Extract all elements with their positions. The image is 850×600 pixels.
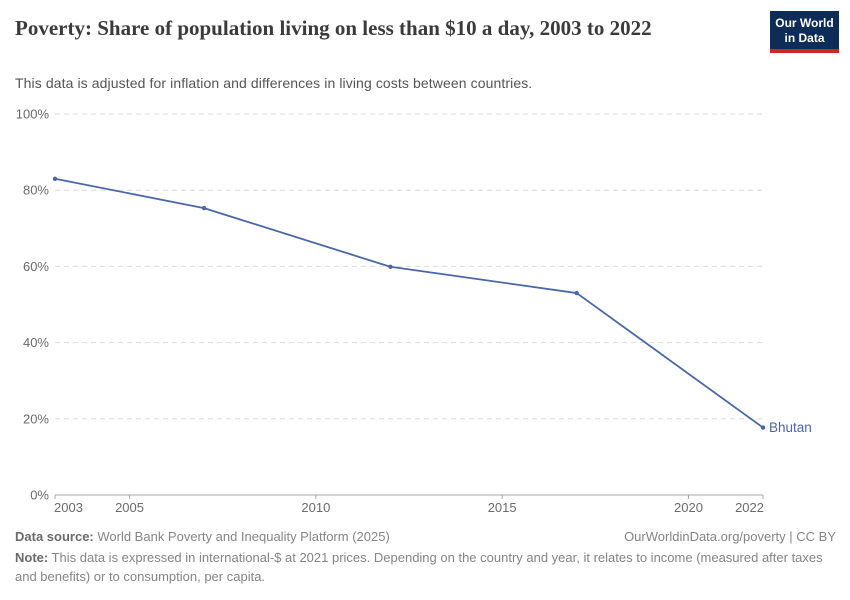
data-point-bhutan-2003[interactable] bbox=[52, 176, 58, 181]
data-source-label: Data source: bbox=[15, 529, 94, 544]
chart-footer: Data source: World Bank Poverty and Ineq… bbox=[15, 528, 836, 586]
y-tick-label: 80% bbox=[23, 183, 49, 198]
note-row: Note: This data is expressed in internat… bbox=[15, 549, 836, 586]
owid-logo-text-line2: in Data bbox=[784, 31, 825, 45]
line-chart-canvas: 0% 20% 40% 60% 80% 100% 2003 2005 2010 2015 2020 20… bbox=[16, 107, 812, 516]
owid-logo-text-line1: Our World bbox=[775, 16, 834, 30]
y-tick-label: 60% bbox=[23, 259, 49, 274]
source-row: Data source: World Bank Poverty and Ineq… bbox=[15, 528, 836, 546]
data-point-bhutan-2017[interactable] bbox=[574, 290, 579, 296]
x-tick-label: 2010 bbox=[301, 500, 330, 515]
data-point-bhutan-2012[interactable] bbox=[388, 264, 393, 269]
chart-subtitle: This data is adjusted for inflation and … bbox=[15, 75, 533, 91]
x-tick-label: 2022 bbox=[735, 500, 764, 515]
data-source: Data source: World Bank Poverty and Ineq… bbox=[15, 528, 390, 546]
x-tick-label: 2003 bbox=[54, 500, 83, 515]
page-title: Poverty: Share of population living on l… bbox=[15, 16, 652, 40]
y-tick-label: 40% bbox=[23, 335, 49, 350]
attribution-link[interactable]: OurWorldinData.org/poverty | CC BY bbox=[624, 529, 836, 544]
y-tick-label: 20% bbox=[23, 411, 49, 426]
note-label: Note: bbox=[15, 550, 49, 566]
series-label-bhutan[interactable]: Bhutan bbox=[769, 420, 812, 435]
note-text: This data is expressed in international-… bbox=[15, 550, 823, 584]
data-source-text: World Bank Poverty and Inequality Platfo… bbox=[93, 529, 390, 544]
x-tick-label: 2015 bbox=[488, 500, 517, 515]
data-point-bhutan-2007[interactable] bbox=[201, 205, 207, 211]
y-tick-label: 100% bbox=[16, 107, 50, 122]
data-point-bhutan-2022[interactable] bbox=[760, 425, 766, 430]
series-line-bhutan[interactable] bbox=[54, 177, 764, 429]
owid-logo[interactable]: Our World in Data bbox=[770, 11, 839, 53]
x-tick-label: 2005 bbox=[115, 500, 144, 515]
x-tick-label: 2020 bbox=[674, 500, 703, 515]
y-tick-label: 0% bbox=[30, 488, 49, 503]
